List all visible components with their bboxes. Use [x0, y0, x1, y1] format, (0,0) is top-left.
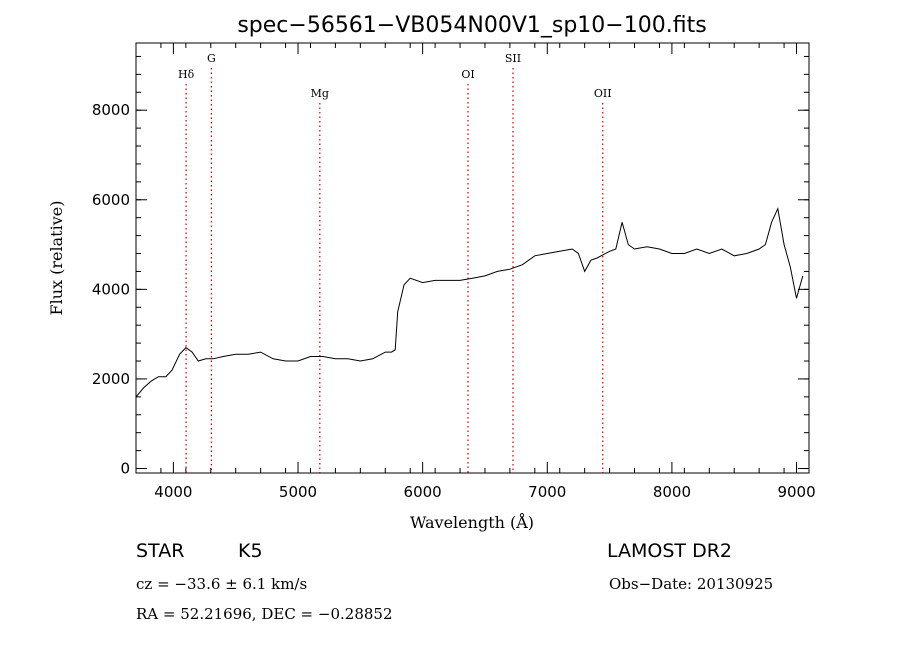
- y-axis-label: Flux (relative): [47, 201, 66, 316]
- object-class: STAR: [136, 540, 185, 562]
- spectral-line-label: G: [207, 52, 216, 65]
- plot-frame: [135, 42, 810, 474]
- sky-coordinates: RA = 52.21696, DEC = −0.28852: [136, 605, 393, 623]
- redshift-velocity: cz = −33.6 ± 6.1 km/s: [136, 575, 308, 593]
- x-tick-label: 5000: [279, 483, 317, 501]
- axis-ticks: 4000 5000 6000 7000 8000 9000 0 2000 4000 6000 800…: [92, 43, 816, 501]
- spectral-line-label: OI: [461, 68, 474, 81]
- y-tick-label: 0: [120, 460, 130, 478]
- y-tick-label: 4000: [92, 280, 130, 298]
- observation-date: Obs−Date: 20130925: [609, 575, 774, 593]
- x-tick-label: 6000: [404, 483, 442, 501]
- spectral-line-label: OII: [594, 87, 612, 100]
- spectral-line-label: Mg: [311, 87, 329, 100]
- x-tick-label: 4000: [154, 483, 192, 501]
- x-tick-label: 7000: [528, 483, 566, 501]
- spectrum-line: [135, 207, 804, 398]
- y-tick-label: 8000: [92, 101, 130, 119]
- y-tick-label: 6000: [92, 191, 130, 209]
- chart-title: spec−56561−VB054N00V1_sp10−100.fits: [237, 13, 706, 38]
- y-tick-label: 2000: [92, 370, 130, 388]
- spectral-line-label: SII: [505, 52, 521, 65]
- survey-name: LAMOST DR2: [607, 540, 732, 562]
- x-axis-label: Wavelength (Å): [410, 512, 534, 532]
- spectral-line-label: Hδ: [178, 68, 195, 81]
- x-tick-label: 9000: [777, 483, 815, 501]
- spectral-line-markers: Hδ G Mg OI SII OII: [178, 52, 612, 473]
- object-subclass: K5: [238, 540, 263, 562]
- x-tick-label: 8000: [653, 483, 691, 501]
